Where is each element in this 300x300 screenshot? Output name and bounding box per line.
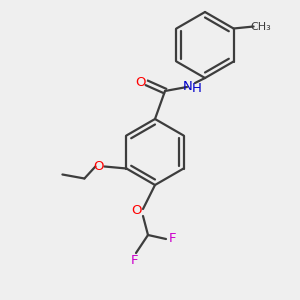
Text: O: O [93, 160, 104, 173]
Text: H: H [192, 82, 202, 95]
Text: O: O [131, 203, 141, 217]
Text: O: O [135, 76, 145, 89]
Text: CH₃: CH₃ [250, 22, 271, 32]
Text: F: F [169, 232, 177, 245]
Text: N: N [183, 80, 193, 92]
Text: F: F [131, 254, 139, 266]
